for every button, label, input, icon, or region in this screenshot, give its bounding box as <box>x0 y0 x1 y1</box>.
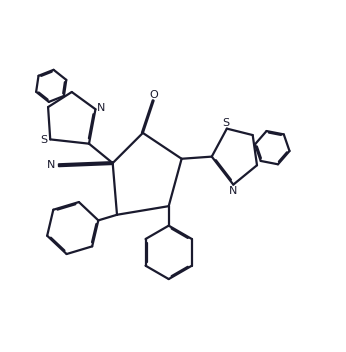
Text: N: N <box>97 103 106 113</box>
Text: N: N <box>47 160 55 170</box>
Text: N: N <box>229 186 237 196</box>
Text: S: S <box>40 135 48 145</box>
Text: S: S <box>222 118 229 127</box>
Text: O: O <box>149 90 158 100</box>
